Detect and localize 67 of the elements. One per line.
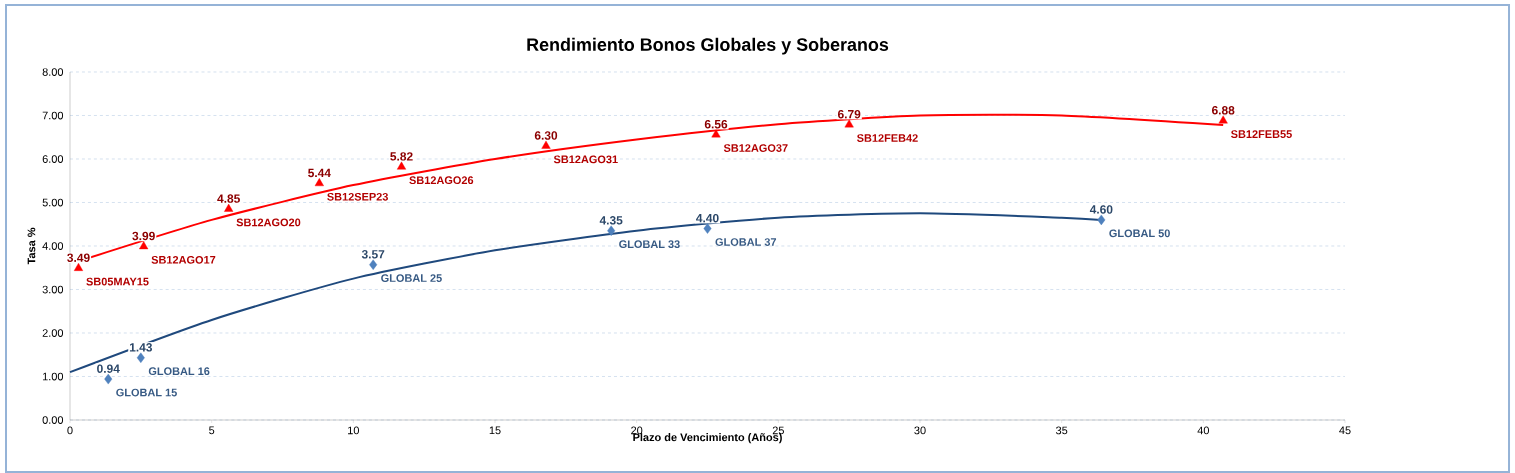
x-tick-label: 40 <box>1197 426 1209 435</box>
data-label: 4.40 <box>696 213 719 223</box>
data-label: 4.60 <box>1089 205 1113 214</box>
y-tick-label: 3.00 <box>42 285 64 294</box>
data-label: 6.30 <box>534 131 558 140</box>
data-label: 4.35 <box>599 216 623 225</box>
point <box>844 119 854 128</box>
x-tick-label: 20 <box>631 426 643 435</box>
y-tick-label: 5.00 <box>42 198 64 207</box>
y-tick-label: 2.00 <box>42 329 64 337</box>
y-axis-title: Tasa % <box>27 227 36 265</box>
point <box>541 140 551 149</box>
x-tick-label: 45 <box>1339 426 1351 435</box>
point <box>703 223 712 234</box>
point <box>224 203 234 212</box>
point <box>711 129 721 138</box>
chart-title: Rendimiento Bonos Globales y Soberanos <box>527 37 889 55</box>
point <box>314 178 324 187</box>
annotation: SB12AGO37 <box>723 144 788 152</box>
data-label: 0.94 <box>97 364 120 373</box>
data-label: 5.82 <box>390 152 413 161</box>
y-tick-label: 1.00 <box>42 372 64 381</box>
data-label: 3.49 <box>67 253 90 262</box>
x-tick-label: 10 <box>348 426 359 435</box>
point <box>1097 214 1106 226</box>
annotation: SB12AGO26 <box>409 176 474 185</box>
x-tick-label: 15 <box>489 426 501 435</box>
annotation: GLOBAL 16 <box>148 367 210 376</box>
data-label: 3.57 <box>361 250 385 259</box>
x-tick-label: 0 <box>67 426 73 435</box>
point <box>396 161 407 170</box>
annotation: SB12SEP23 <box>327 192 388 201</box>
point <box>369 259 378 270</box>
x-axis-title: Plazo de Vencimiento (Años) <box>633 433 782 444</box>
point <box>607 225 616 236</box>
data-label: 6.88 <box>1211 106 1235 115</box>
annotation: SB12FEB55 <box>1231 130 1292 138</box>
annotation: GLOBAL 37 <box>715 238 777 246</box>
annotation: SB12AGO20 <box>236 218 301 227</box>
annotation: GLOBAL 50 <box>1109 229 1170 238</box>
point <box>73 262 84 271</box>
data-label: 5.44 <box>308 168 331 178</box>
point <box>1218 115 1228 124</box>
data-label: 6.56 <box>704 119 728 129</box>
point <box>139 241 149 250</box>
x-tick-label: 5 <box>209 426 215 435</box>
annotation: SB05MAY15 <box>86 277 149 286</box>
y-tick-label: 7.00 <box>42 111 64 120</box>
annotation: GLOBAL 25 <box>381 274 442 282</box>
x-tick-label: 30 <box>914 426 926 435</box>
annotation: GLOBAL 15 <box>116 388 177 397</box>
x-tick-label: 25 <box>772 426 784 435</box>
x-tick-label: 35 <box>1056 426 1068 435</box>
data-label: 3.99 <box>132 231 155 241</box>
annotation: SB12AGO17 <box>151 255 216 264</box>
data-label: 6.79 <box>837 109 861 119</box>
annotation: GLOBAL 33 <box>619 240 680 249</box>
y-tick-label: 0.00 <box>42 416 64 424</box>
annotation: SB12AGO31 <box>553 155 618 164</box>
annotation: SB12FEB42 <box>857 134 918 142</box>
point <box>104 373 113 385</box>
y-tick-label: 6.00 <box>42 155 64 163</box>
data-label: 1.43 <box>129 343 153 352</box>
y-tick-label: 8.00 <box>42 68 64 76</box>
data-label: 4.85 <box>217 194 240 203</box>
y-tick-label: 4.00 <box>42 242 64 250</box>
point <box>136 352 145 363</box>
